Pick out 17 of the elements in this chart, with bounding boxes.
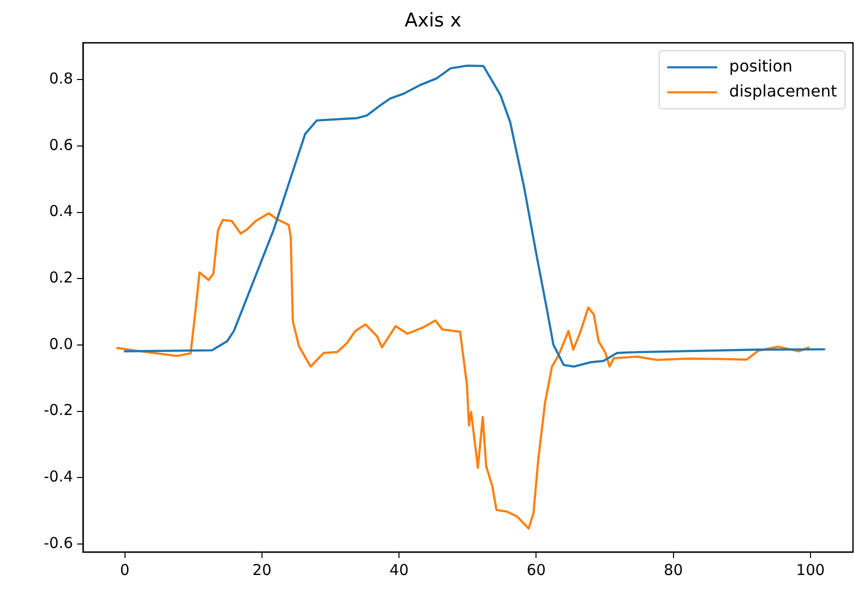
y-tick-label: 0.0 [49, 334, 73, 353]
y-tick-label: 0.4 [49, 202, 73, 220]
y-tick-label: 0.6 [49, 136, 73, 154]
y-tick-label: 0.8 [49, 70, 73, 88]
y-tick-label: -0.2 [44, 401, 73, 420]
x-tick-label: 40 [390, 560, 409, 579]
x-tick-label: 60 [526, 560, 546, 579]
x-tick-label: 20 [252, 560, 272, 579]
legend-label: displacement [729, 81, 837, 100]
y-tick-label: 0.2 [49, 268, 73, 287]
chart-title: Axis x [404, 9, 462, 32]
y-tick-label: -0.6 [44, 534, 73, 552]
x-tick-label: 80 [664, 560, 683, 579]
y-tick-label: -0.4 [44, 468, 73, 486]
x-tick-label: 0 [120, 560, 130, 579]
x-tick-label: 100 [796, 560, 825, 579]
legend-label: position [729, 56, 793, 76]
